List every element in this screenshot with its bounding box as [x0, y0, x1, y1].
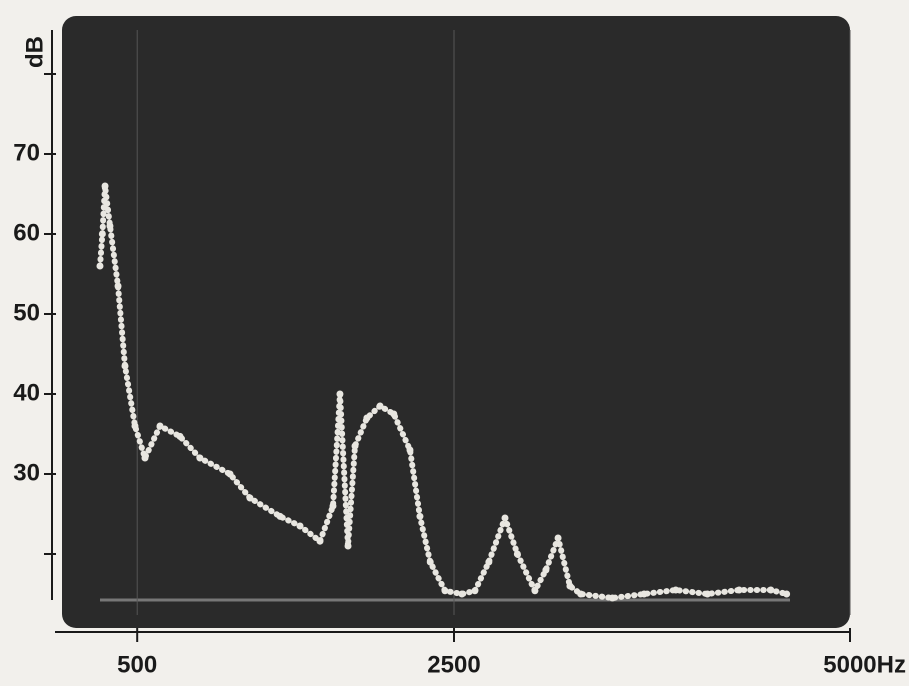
spectrum-point	[121, 362, 129, 370]
spectrum-point	[485, 558, 493, 566]
spectrum-point	[531, 587, 539, 595]
spectrum-point	[554, 534, 562, 542]
y-tick-label: 50	[13, 299, 40, 326]
spectrum-point	[458, 590, 466, 598]
spectrum-point	[608, 594, 616, 602]
spectrum-point	[426, 558, 434, 566]
spectrum-point	[96, 262, 104, 270]
spectrum-point	[296, 522, 304, 530]
spectrum-point	[767, 586, 775, 594]
spectrum-point	[226, 470, 234, 478]
spectrum-point	[363, 414, 371, 422]
spectrum-point	[672, 586, 680, 594]
spectrum-point	[141, 454, 149, 462]
y-tick-label: 30	[13, 459, 40, 486]
y-tick-label: 40	[13, 379, 40, 406]
spectrum-point	[106, 222, 114, 230]
spectrum-point	[131, 422, 139, 430]
x-tick-label: 500	[117, 651, 157, 678]
y-tick-label: 60	[13, 219, 40, 246]
spectrum-point	[98, 230, 106, 238]
spectrum-point	[640, 590, 648, 598]
spectrum-point	[156, 422, 164, 430]
spectrum-point	[351, 442, 359, 450]
spectrum-point	[329, 502, 337, 510]
x-tick-label: 2500	[427, 651, 480, 678]
spectrum-point	[416, 512, 424, 520]
spectrum-point	[114, 282, 122, 290]
spectrum-point	[176, 432, 184, 440]
spectrum-point	[735, 586, 743, 594]
spectrum-point	[542, 566, 550, 574]
spectrum-point	[783, 590, 791, 598]
spectrum-point	[471, 587, 479, 595]
spectrum-point	[501, 514, 509, 522]
spectrum-point	[390, 410, 398, 418]
spectrum-point	[406, 446, 414, 454]
y-tick-label: 70	[13, 139, 40, 166]
y-axis-label: dB	[21, 36, 48, 68]
spectrum-point	[376, 402, 384, 410]
spectrum-point	[577, 590, 585, 598]
spectrum-point	[246, 494, 254, 502]
spectrum-point	[276, 512, 284, 520]
spectrum-point	[441, 587, 449, 595]
spectrum-point	[316, 537, 324, 545]
spectrum-point	[101, 182, 109, 190]
spectrum-point	[336, 390, 344, 398]
screen	[62, 16, 850, 628]
spectrum-point	[703, 590, 711, 598]
spectrum-point	[196, 454, 204, 462]
spectrum-point	[344, 542, 352, 550]
x-tick-label: 5000Hz	[823, 651, 906, 678]
spectrum-point	[513, 550, 521, 558]
spectrum-point	[566, 582, 574, 590]
